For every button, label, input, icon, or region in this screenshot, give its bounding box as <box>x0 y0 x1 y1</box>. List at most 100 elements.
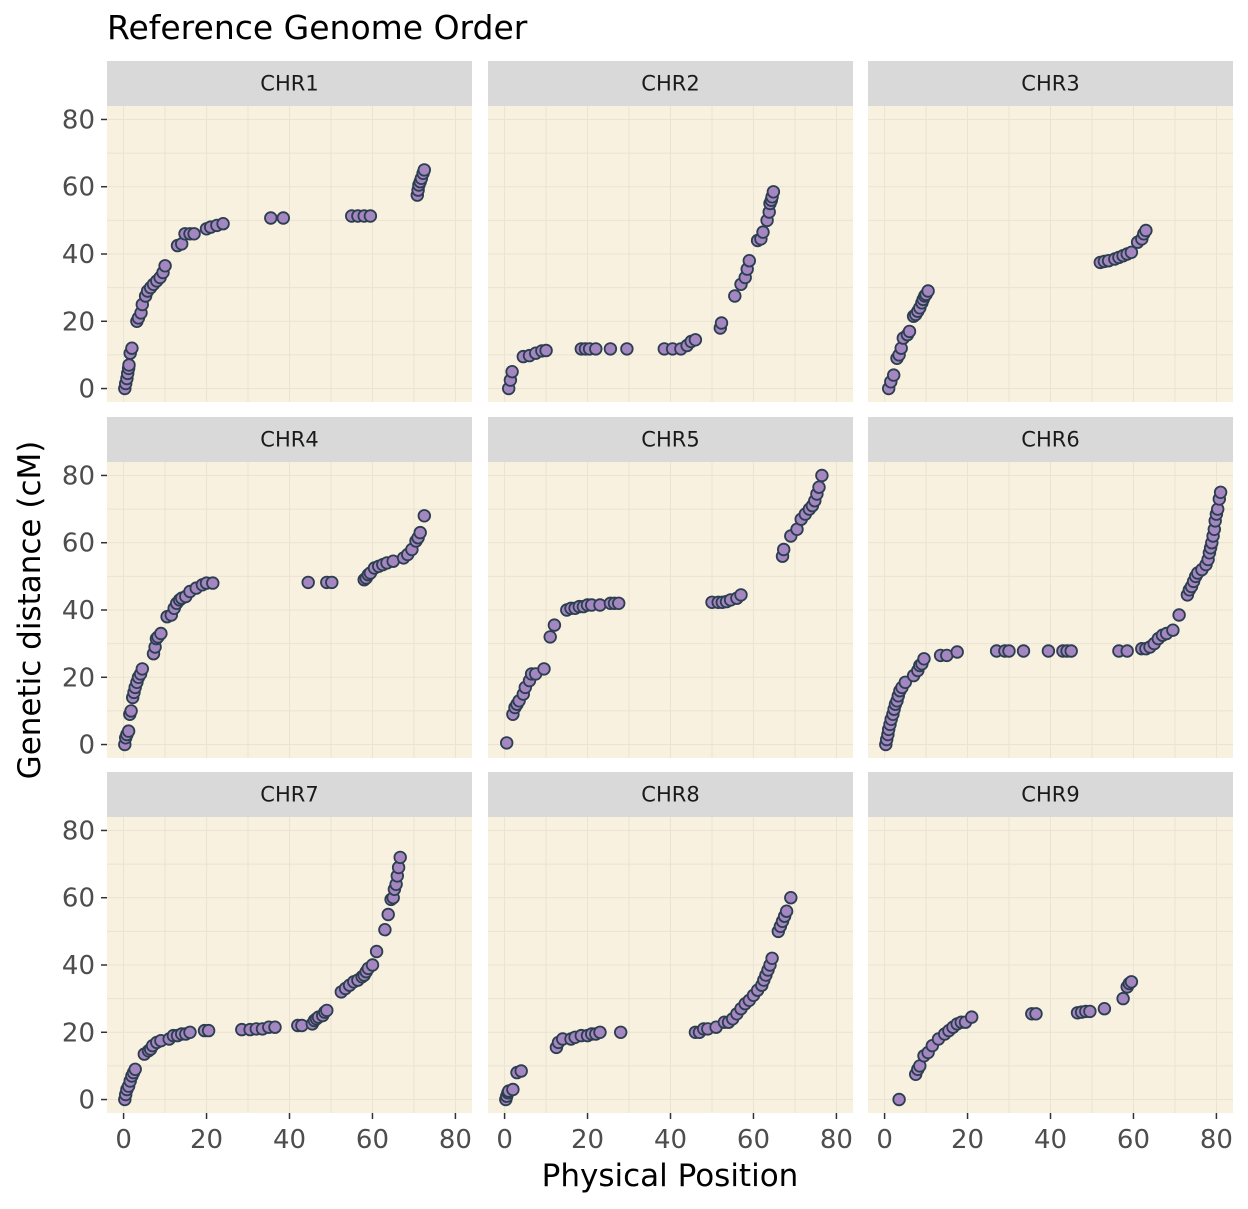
data-point <box>1124 975 1139 989</box>
data-point <box>264 211 278 225</box>
data-point <box>183 1025 197 1040</box>
facet-strip <box>107 417 472 462</box>
facet-panel-chr9: CHR9 0 20 40 60 80 <box>868 772 1233 1155</box>
data-point <box>539 343 553 358</box>
data-point <box>742 254 757 268</box>
y-tick-label: 60 <box>62 173 95 203</box>
y-tick-label: 20 <box>62 663 95 693</box>
data-point <box>216 216 230 231</box>
x-tick-label: 60 <box>737 1125 770 1155</box>
data-point <box>1016 644 1031 658</box>
data-point <box>1166 623 1180 637</box>
data-point <box>756 225 770 239</box>
data-point <box>154 626 168 641</box>
data-point <box>917 652 931 666</box>
facet-panel-chr4: CHR4 0 20 40 60 80 <box>62 417 472 761</box>
x-tick-label: 40 <box>654 1125 687 1155</box>
y-tick-label: 0 <box>78 375 95 405</box>
y-tick-label: 60 <box>62 884 95 914</box>
data-point <box>201 1023 216 1038</box>
data-point <box>514 1064 528 1078</box>
data-point <box>765 951 779 966</box>
data-point <box>734 588 748 602</box>
data-point <box>363 209 378 223</box>
data-point <box>965 1010 979 1024</box>
data-point <box>543 630 557 644</box>
y-tick-label: 20 <box>62 1018 95 1048</box>
data-point <box>325 575 339 590</box>
data-point <box>187 227 201 241</box>
data-point <box>1213 485 1228 500</box>
facet-strip-label: CHR9 <box>1021 783 1079 807</box>
data-point <box>887 368 901 382</box>
facet-strip <box>488 417 853 462</box>
data-point <box>714 316 729 330</box>
y-tick-label: 80 <box>62 461 95 491</box>
data-point <box>276 211 291 225</box>
data-point <box>393 850 407 865</box>
x-axis-title: Physical Position <box>542 1158 799 1194</box>
x-tick-label: 60 <box>356 1125 389 1155</box>
facet-grid: CHR1 0 20 40 60 80 CHR2 CHR3 CHR4 0 20 40 60 80 CHR5 CH… <box>62 61 1233 1155</box>
y-axis-title: Genetic distance (cM) <box>12 441 48 780</box>
data-point <box>1064 644 1078 658</box>
data-point <box>301 575 315 590</box>
data-point <box>812 480 826 494</box>
x-tick-label: 20 <box>571 1125 604 1155</box>
y-tick-label: 40 <box>62 596 95 626</box>
facet-strip-label: CHR6 <box>1021 428 1079 452</box>
data-point <box>603 342 618 356</box>
data-point <box>128 1062 142 1077</box>
data-point <box>612 596 626 611</box>
x-tick-label: 20 <box>190 1125 223 1155</box>
y-tick-label: 80 <box>62 105 95 135</box>
data-point <box>902 324 917 339</box>
x-tick-label: 0 <box>496 1125 513 1155</box>
facet-panel-chr7: CHR7 0 20 40 60 80 0 20 40 60 80 <box>62 772 472 1155</box>
data-point <box>506 1082 520 1097</box>
facet-strip <box>868 772 1233 817</box>
x-tick-label: 60 <box>1117 1125 1150 1155</box>
data-point <box>1083 1004 1097 1019</box>
data-point <box>688 333 703 347</box>
y-tick-label: 0 <box>78 1086 95 1116</box>
facet-panel-chr5: CHR5 <box>488 417 853 758</box>
data-point <box>505 365 519 379</box>
facet-strip <box>107 61 472 106</box>
data-point <box>921 284 935 298</box>
data-point <box>766 185 781 199</box>
facet-strip-label: CHR1 <box>260 72 318 96</box>
data-point <box>620 342 634 356</box>
data-point <box>369 944 384 959</box>
facet-strip <box>488 772 853 817</box>
data-point <box>892 1092 906 1107</box>
data-point <box>365 958 380 972</box>
data-point <box>125 341 139 355</box>
data-point <box>268 1020 282 1034</box>
data-point <box>950 645 964 659</box>
data-point <box>320 1003 334 1018</box>
facet-panel-chr3: CHR3 <box>868 61 1233 402</box>
y-tick-label: 20 <box>62 307 95 337</box>
data-point <box>1029 1007 1043 1021</box>
data-point <box>815 468 829 483</box>
facet-panel-chr2: CHR2 <box>488 61 853 402</box>
data-point <box>537 662 551 676</box>
x-tick-label: 80 <box>439 1125 472 1155</box>
data-point <box>122 358 136 372</box>
data-point <box>381 907 395 922</box>
data-point <box>121 724 136 738</box>
x-tick-label: 0 <box>876 1125 893 1155</box>
data-point <box>728 289 742 303</box>
facet-strip-label: CHR3 <box>1021 72 1079 96</box>
facet-strip-label: CHR7 <box>260 783 318 807</box>
facet-panel-chr1: CHR1 0 20 40 60 80 <box>62 61 472 405</box>
data-point <box>1124 245 1139 260</box>
data-point <box>417 509 432 523</box>
x-tick-label: 40 <box>273 1125 306 1155</box>
facet-strip <box>868 61 1233 106</box>
data-point <box>1116 991 1130 1006</box>
data-point <box>158 259 172 273</box>
data-point <box>777 542 791 557</box>
data-point <box>413 525 427 540</box>
